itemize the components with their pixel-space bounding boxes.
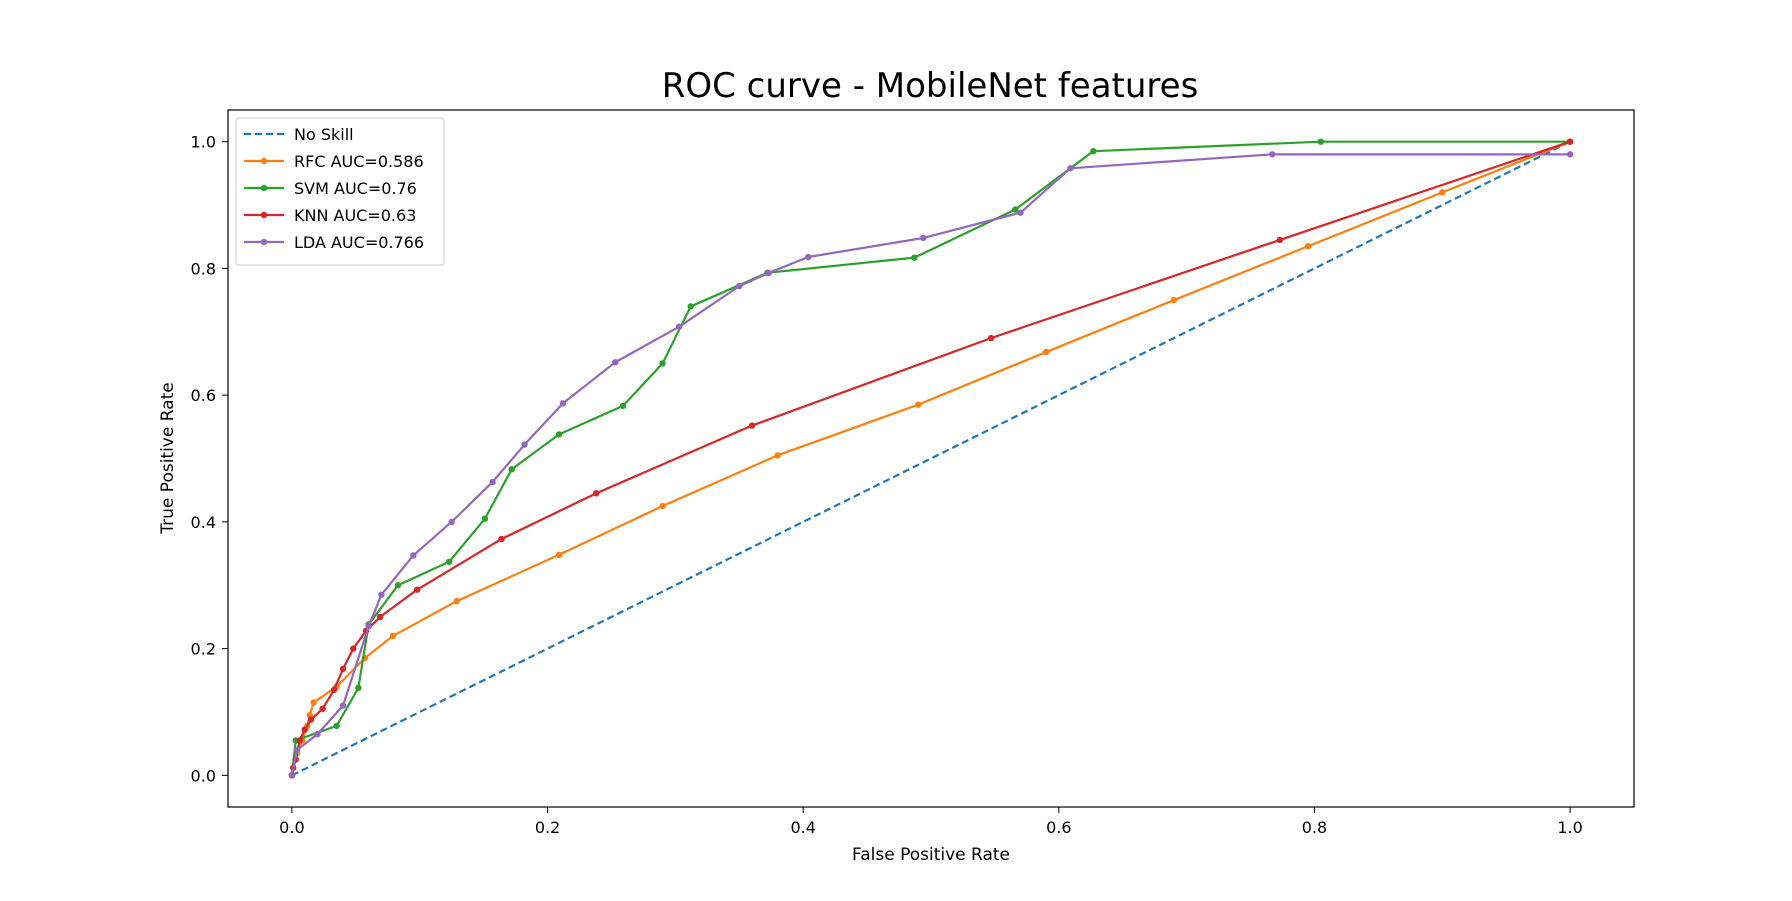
- series-1-point: [774, 452, 781, 459]
- series-1-point: [555, 551, 563, 559]
- series-3-point: [301, 726, 308, 733]
- y-tick-label: 0.6: [191, 386, 216, 405]
- tick-layer: 0.0 0.2 0.4 0.6 0.8 1.0 0.0 0.2 0.4 0.6 0.8 1.0: [191, 133, 1583, 837]
- series-4-point: [559, 400, 567, 407]
- series-4-point: [378, 591, 385, 598]
- series-2-point: [508, 466, 515, 473]
- series-1-point: [1170, 296, 1178, 304]
- x-tick-label: 0.6: [1046, 818, 1071, 837]
- series-4-point: [293, 746, 301, 754]
- x-tick-label: 1.0: [1557, 818, 1582, 837]
- series-2-point: [445, 558, 453, 565]
- y-tick-label: 0.0: [191, 766, 216, 785]
- series-1-point: [453, 597, 460, 605]
- legend-marker: [260, 211, 268, 219]
- series-2-point: [619, 402, 627, 410]
- series-4-point: [489, 478, 496, 486]
- series-3-point: [319, 705, 326, 712]
- series-4: [288, 151, 1574, 779]
- series-4-point: [1067, 165, 1074, 172]
- x-tick-label: 0.4: [790, 818, 815, 837]
- series-3-point: [987, 334, 995, 342]
- series-4-point: [410, 552, 417, 559]
- series-4-point: [288, 772, 296, 779]
- legend-label: LDA AUC=0.766: [294, 233, 424, 252]
- series-4-point: [1017, 209, 1024, 216]
- series-4-point: [765, 269, 772, 277]
- series-2-point: [481, 515, 489, 522]
- series-1-point: [659, 502, 666, 510]
- series-4-point: [521, 441, 528, 448]
- series-line-0: [291, 140, 1571, 777]
- series-2-point: [1090, 147, 1097, 155]
- series-4-point: [1566, 151, 1574, 158]
- y-axis-label: True Positive Rate: [158, 382, 178, 534]
- series-3-point: [592, 490, 600, 497]
- series-4-point: [805, 253, 812, 261]
- series-2-point: [394, 582, 402, 589]
- series-4-point: [1269, 151, 1276, 158]
- series-2-point: [555, 431, 563, 438]
- series-3-point: [339, 665, 347, 673]
- series-1-point: [1439, 189, 1446, 196]
- series-4-point: [736, 282, 743, 290]
- series-2-point: [1317, 138, 1325, 145]
- series-2-point: [1012, 206, 1019, 213]
- legend-box: [235, 117, 445, 266]
- y-tick-label: 0.2: [191, 640, 216, 659]
- chart-title: ROC curve - MobileNet features: [662, 66, 1199, 106]
- series-3-point: [1566, 138, 1574, 145]
- series-2-point: [659, 360, 666, 367]
- x-axis-label: False Positive Rate: [852, 845, 1010, 865]
- series-1-point: [389, 632, 397, 640]
- series-4-point: [920, 234, 927, 242]
- series-3-point: [307, 716, 315, 723]
- series-0: [291, 140, 1571, 777]
- series-3-point: [330, 686, 338, 693]
- x-tick-label: 0.8: [1302, 818, 1327, 837]
- series-4-point: [314, 730, 321, 738]
- series-3-point: [748, 422, 756, 429]
- y-tick-label: 0.8: [191, 259, 216, 278]
- x-tick-label: 0.2: [535, 818, 560, 837]
- legend-marker: [260, 238, 268, 246]
- series-1-point: [1042, 348, 1050, 356]
- plot-frame: [227, 109, 1635, 808]
- series-4-point: [339, 702, 347, 709]
- legend-label: KNN AUC=0.63: [294, 206, 416, 225]
- legend-label: No Skill: [294, 125, 354, 144]
- y-tick-label: 1.0: [191, 133, 216, 152]
- series-4-point: [676, 323, 683, 330]
- series-2-point: [333, 722, 340, 730]
- x-tick-label: 0.0: [279, 818, 304, 837]
- legend-marker: [260, 184, 268, 192]
- series-1-point: [1304, 243, 1312, 250]
- series-2-point: [687, 303, 694, 310]
- series-3-point: [1276, 236, 1284, 244]
- series-3-point: [296, 737, 303, 744]
- series-1-point: [310, 699, 317, 706]
- legend: No Skill RFC AUC=0.586 SVM AUC=0.76 KNN AUC…: [235, 117, 445, 266]
- series-3-point: [350, 645, 357, 652]
- y-tick-label: 0.4: [191, 513, 216, 532]
- series-4-point: [612, 358, 619, 366]
- series-2-point: [355, 684, 362, 692]
- legend-marker: [260, 157, 268, 165]
- series-3-point: [498, 535, 505, 543]
- legend-label: SVM AUC=0.76: [294, 179, 417, 198]
- series-3-point: [376, 613, 384, 621]
- series-layer: [288, 138, 1574, 779]
- legend-label: RFC AUC=0.586: [294, 152, 424, 171]
- series-3-point: [413, 586, 421, 593]
- series-1-point: [915, 401, 922, 408]
- series-2-point: [911, 254, 918, 261]
- series-4-point: [365, 623, 372, 630]
- series-4-point: [448, 518, 455, 526]
